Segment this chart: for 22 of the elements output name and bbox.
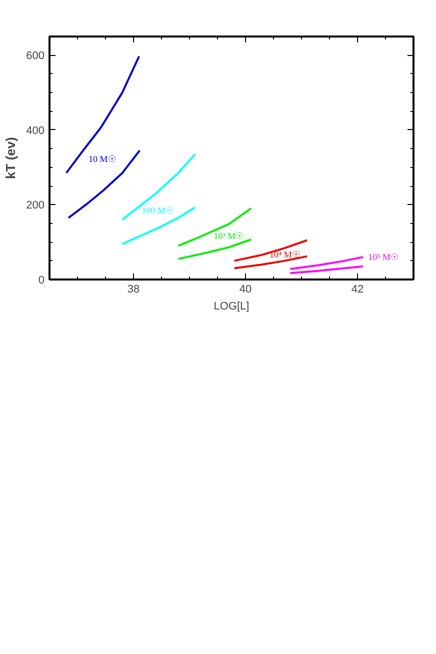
line-series — [233, 239, 308, 262]
line-series — [289, 256, 364, 270]
line-series — [121, 206, 196, 245]
series-label: 10 M☉ — [88, 154, 116, 164]
y-axis-title: kT (ev) — [3, 137, 18, 179]
line-series — [177, 238, 252, 260]
line-series — [177, 207, 252, 247]
series-label: 10³ M☉ — [214, 230, 244, 241]
x-tick-label: 42 — [351, 284, 364, 296]
x-tick-label: 38 — [127, 284, 140, 296]
y-tick-label: 0 — [38, 274, 45, 286]
x-tick-label: 40 — [239, 284, 252, 296]
line-series — [121, 153, 196, 221]
y-tick-label: 600 — [26, 50, 45, 62]
series-label: 100 M☉ — [142, 206, 174, 216]
y-tick-label: 400 — [26, 124, 45, 137]
series-label: 10⁵ M☉ — [368, 252, 398, 262]
line-series — [68, 150, 141, 219]
y-tick-label: 200 — [26, 200, 45, 212]
x-axis-title: LOG[L] — [214, 300, 250, 312]
line-series — [289, 265, 364, 274]
line-series — [65, 55, 140, 174]
